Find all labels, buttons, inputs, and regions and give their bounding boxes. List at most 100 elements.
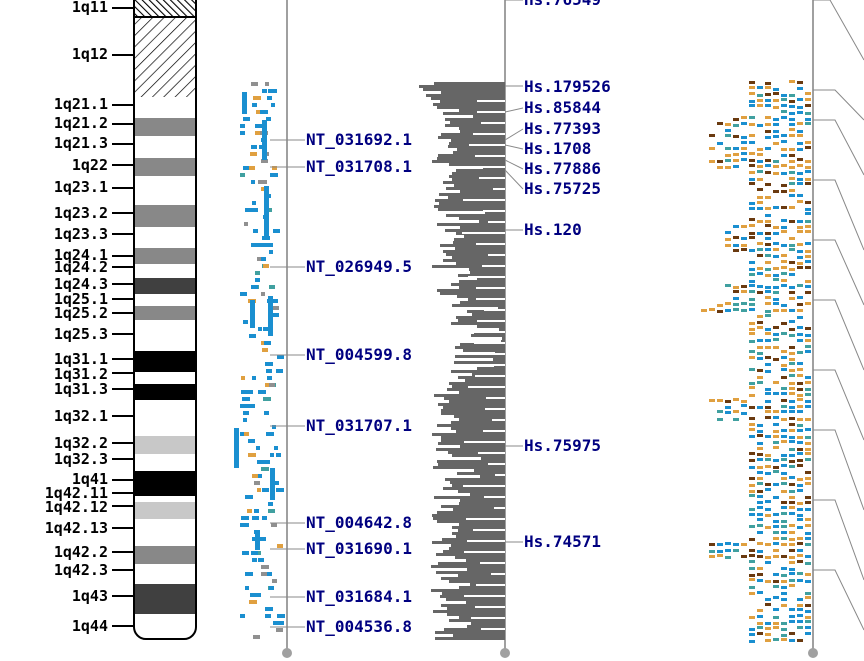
marker-block [789,387,795,390]
density-bar [470,271,505,274]
marker-block [773,291,779,294]
contig-NT_031708-1[interactable]: NT_031708.1 [270,157,412,176]
density-bar [459,127,505,130]
unigene-Hs-120[interactable]: Hs.120 [505,220,582,239]
contig-NT_031684-1[interactable]: NT_031684.1 [270,587,412,606]
density-bar [433,610,505,613]
unigene-Hs-179526[interactable]: Hs.179526 [505,77,611,96]
contig-tile [272,306,279,310]
marker-block [797,333,803,336]
contig-NT_004599-8[interactable]: NT_004599.8 [270,345,412,364]
marker-block [805,448,811,451]
density-bar [453,241,505,244]
contig-tile [262,537,266,541]
contig-tile [245,390,253,394]
density-gap [468,386,505,388]
contig-tile [251,180,255,184]
marker-block [733,135,739,138]
marker-block [741,302,747,305]
density-bar [441,439,505,442]
contig-NT_031707-1[interactable]: NT_031707.1 [270,416,412,435]
marker-block [805,166,811,169]
density-bar [438,562,505,565]
marker-block [797,464,803,467]
contig-tile [258,327,262,331]
density-bar [454,238,505,241]
contig-tile [269,586,274,590]
marker-block [765,268,771,271]
density-bar [449,175,505,178]
contig-tile [276,369,283,373]
marker-block [757,285,763,288]
marker-block [765,622,771,625]
contig-tile [268,296,273,336]
density-bar [436,448,505,451]
marker-block [773,622,779,625]
marker-block [805,393,811,396]
contig-tile [251,285,258,289]
marker-block [733,249,739,252]
marker-block [773,135,779,138]
unigene-Hs-75725[interactable]: Hs.75725 [504,169,601,198]
contig-NT_026949-5[interactable]: NT_026949.5 [270,257,412,276]
marker-block [805,580,811,583]
marker-block [765,248,771,251]
marker-block [773,416,779,419]
contig-tile [250,593,257,597]
unigene-Hs-74571[interactable]: Hs.74571 [505,532,601,551]
contig-tile [266,432,274,436]
marker-block [725,238,731,241]
marker-block [749,232,755,235]
density-bar [459,280,505,283]
marker-block [789,454,795,457]
marker-block [797,484,803,487]
unigene-Hs-76549[interactable]: Hs.76549 [505,0,601,9]
marker-block [789,572,795,575]
marker-block [797,459,803,462]
unigene-Hs-75975[interactable]: Hs.75975 [505,436,601,455]
marker-block [797,542,803,545]
marker-block [757,495,763,498]
marker-block [765,465,771,468]
marker-block [741,116,747,119]
density-bar [437,157,505,160]
marker-block [789,160,795,163]
density-bar [449,382,505,385]
contig-NT_004642-8[interactable]: NT_004642.8 [270,513,412,532]
marker-block [725,549,731,552]
density-bar [471,622,505,625]
marker-block [733,286,739,289]
contig-tile [277,614,285,618]
marker-block [797,572,803,575]
marker-block [757,542,763,545]
marker-block [749,141,755,144]
density-gap [475,606,505,608]
unigene-Hs-1708[interactable]: Hs.1708 [504,139,591,158]
contig-NT_031692-1[interactable]: NT_031692.1 [270,130,412,149]
marker-block [749,423,755,426]
marker-block [781,230,787,233]
density-bar [472,313,505,316]
marker-block [765,328,771,331]
density-bar [441,577,505,580]
contig-NT_004536-8[interactable]: NT_004536.8 [270,617,412,636]
marker-block [709,134,715,137]
unigene-Hs-85844[interactable]: Hs.85844 [504,98,601,117]
marker-block [717,310,723,313]
contig-NT_031690-1[interactable]: NT_031690.1 [270,539,412,558]
marker-block [749,586,755,589]
marker-block [773,513,779,516]
density-bar [445,229,505,232]
contig-tile [261,572,267,576]
marker-block [725,411,731,414]
unigene-Hs-77393[interactable]: Hs.77393 [504,119,601,141]
marker-block [773,226,779,229]
contig-tile [249,600,257,604]
marker-block [717,304,723,307]
marker-block [805,524,811,527]
unigene-Hs-77886[interactable]: Hs.77886 [504,159,601,178]
marker-block [797,639,803,642]
marker-block [765,472,771,475]
marker-block [781,454,787,457]
marker-block [789,496,795,499]
